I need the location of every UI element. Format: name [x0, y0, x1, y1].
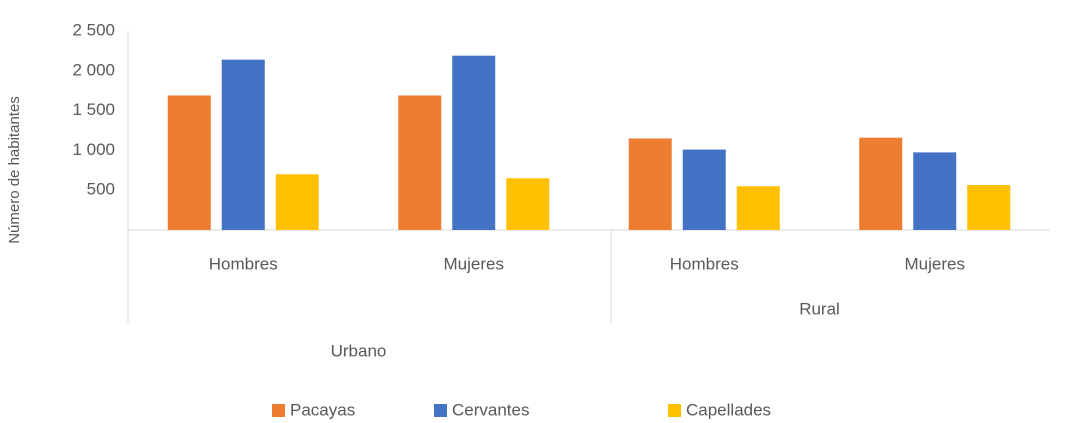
- legend-label: Cervantes: [452, 400, 529, 419]
- bar: [913, 152, 957, 230]
- y-tick-label: 2 500: [72, 20, 115, 39]
- x-tick-label: Hombres: [670, 254, 739, 273]
- bar: [506, 178, 550, 230]
- y-tick-label: 1 000: [72, 140, 115, 159]
- y-tick-label: 500: [87, 180, 115, 199]
- x-tick-label: Hombres: [209, 254, 278, 273]
- legend-label: Capellades: [686, 400, 771, 419]
- bar: [167, 95, 211, 230]
- legend-swatch: [668, 404, 681, 417]
- bar: [221, 59, 265, 230]
- group-label: Rural: [799, 299, 840, 318]
- legend-label: Pacayas: [290, 400, 355, 419]
- x-tick-label: Mujeres: [444, 254, 504, 273]
- bar: [628, 138, 672, 230]
- bar: [275, 174, 319, 230]
- x-tick-label: Mujeres: [905, 254, 965, 273]
- bar: [452, 55, 496, 231]
- legend-swatch: [434, 404, 447, 417]
- y-axis-label: Número de habitantes: [6, 96, 23, 244]
- bar: [736, 186, 780, 230]
- bar: [859, 137, 903, 230]
- bar: [398, 95, 442, 230]
- bar: [682, 149, 726, 230]
- y-tick-label: 2 000: [72, 60, 115, 79]
- bar: [967, 185, 1011, 230]
- group-label: Urbano: [331, 341, 387, 360]
- y-tick-label: 1 500: [72, 100, 115, 119]
- legend-swatch: [272, 404, 285, 417]
